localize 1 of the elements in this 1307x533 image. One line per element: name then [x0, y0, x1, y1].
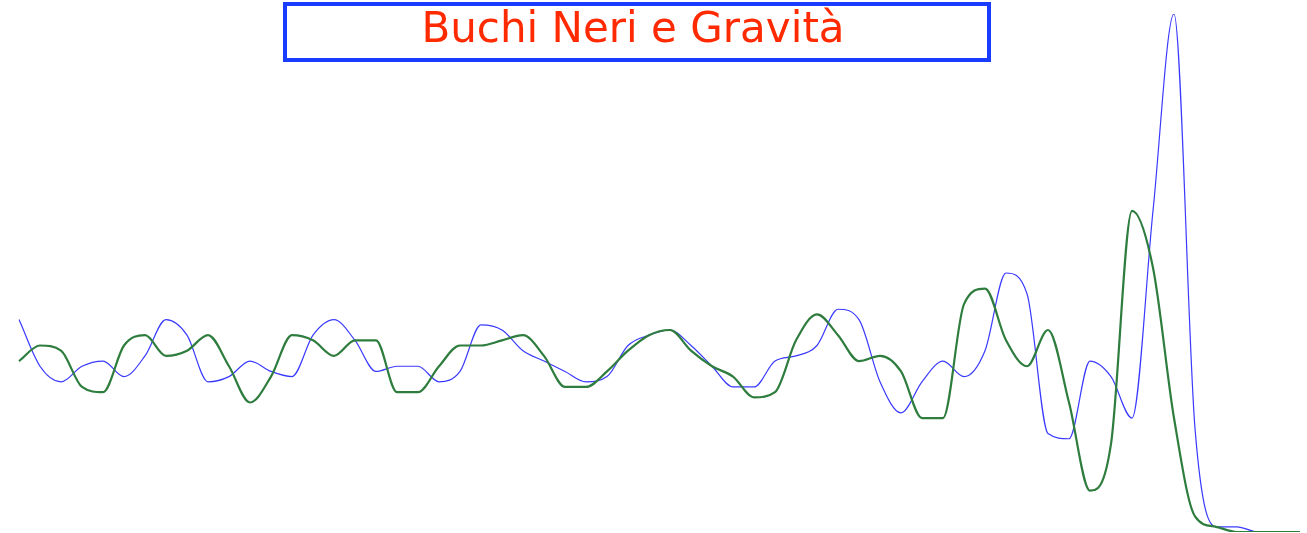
chart-title: Buchi Neri e Gravità [420, 2, 846, 54]
